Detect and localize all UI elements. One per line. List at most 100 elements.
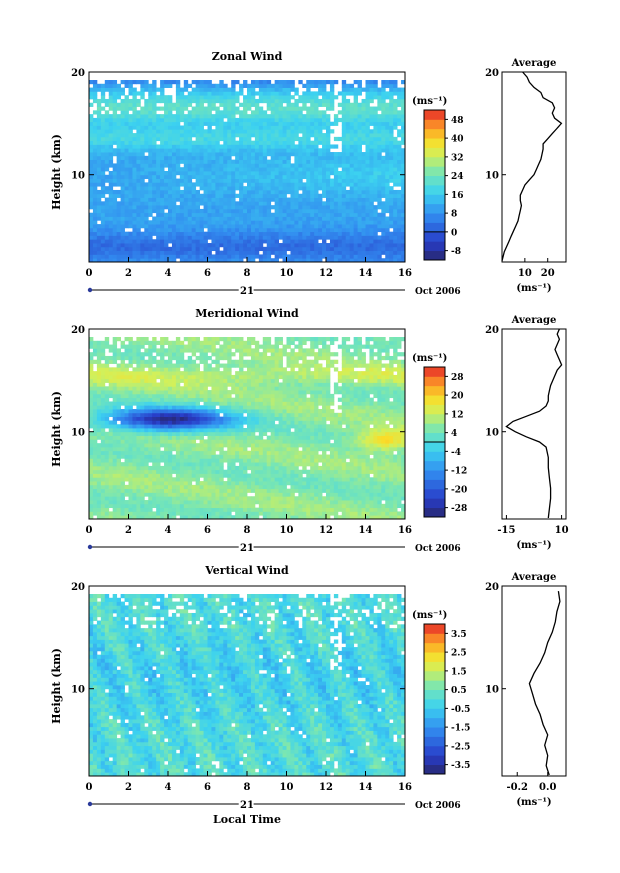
heatmap-cell	[160, 382, 165, 387]
heatmap-cell	[223, 174, 228, 179]
heatmap-cell	[215, 231, 220, 236]
heatmap-cell	[365, 193, 370, 198]
heatmap-cell	[290, 178, 295, 183]
heatmap-cell	[219, 258, 224, 263]
heatmap-cell	[96, 397, 102, 402]
heatmap-cell	[89, 446, 94, 452]
heatmap-cell	[152, 477, 157, 482]
heatmap-cell	[160, 159, 165, 164]
heatmap-cell	[199, 148, 204, 153]
heatmap-cell	[148, 473, 153, 478]
heatmap-cell	[262, 193, 268, 198]
heatmap-cell	[168, 83, 173, 88]
heatmap-cell	[144, 208, 149, 214]
heatmap-cell	[171, 114, 177, 119]
heatmap-cell	[270, 174, 276, 179]
heatmap-cell	[389, 106, 394, 111]
heatmap-cell	[124, 250, 129, 255]
heatmap-cell	[171, 163, 177, 168]
heatmap-cell	[254, 102, 260, 107]
heatmap-cell	[290, 140, 295, 145]
heatmap-cell	[290, 167, 295, 172]
heatmap-cell	[318, 250, 323, 255]
heatmap-cell	[187, 367, 193, 372]
heatmap-cell	[144, 443, 149, 448]
heatmap-cell	[175, 409, 181, 414]
heatmap-cell	[353, 114, 358, 119]
heatmap-cell	[219, 231, 224, 236]
heatmap-cell	[104, 227, 110, 233]
heatmap-cell	[164, 235, 169, 240]
heatmap-cell	[349, 133, 355, 138]
heatmap-cell	[136, 420, 141, 425]
heatmap-cell	[191, 182, 197, 187]
heatmap-cell	[136, 193, 141, 198]
heatmap-cell	[195, 114, 200, 119]
heatmap-cell	[278, 159, 283, 164]
heatmap-cell	[373, 121, 378, 126]
heatmap-cell	[203, 386, 208, 391]
heatmap-cell	[179, 197, 185, 202]
heatmap-cell	[132, 212, 137, 217]
heatmap-cell	[306, 227, 311, 233]
heatmap-cell	[302, 246, 307, 252]
heatmap-cell	[160, 106, 165, 111]
heatmap-cell	[183, 114, 189, 119]
heatmap-cell	[156, 348, 161, 353]
heatmap-cell	[227, 152, 232, 157]
heatmap-cell	[290, 246, 295, 252]
heatmap-cell	[211, 258, 216, 263]
heatmap-cell	[136, 371, 141, 376]
heatmap-cell	[195, 136, 200, 142]
heatmap-cell	[282, 159, 287, 164]
heatmap-cell	[171, 152, 177, 157]
heatmap-cell	[199, 371, 204, 376]
heatmap-cell	[175, 397, 181, 402]
heatmap-cell	[326, 117, 331, 123]
heatmap-cell	[203, 178, 208, 183]
heatmap-cell	[401, 201, 406, 206]
heatmap-cell	[160, 152, 165, 157]
heatmap-cell	[302, 167, 307, 172]
heatmap-cell	[187, 363, 193, 368]
heatmap-cell	[179, 500, 185, 505]
heatmap-cell	[306, 239, 311, 244]
heatmap-cell	[393, 80, 398, 85]
heatmap-cell	[341, 95, 347, 100]
heatmap-cell	[136, 367, 141, 372]
heatmap-cell	[314, 140, 319, 145]
heatmap-cell	[112, 136, 118, 142]
heatmap-cell	[294, 152, 299, 157]
heatmap-cell	[187, 216, 193, 221]
heatmap-cell	[175, 401, 181, 406]
heatmap-cell	[136, 500, 141, 505]
heatmap-cell	[179, 348, 185, 353]
heatmap-cell	[179, 439, 185, 444]
heatmap-cell	[361, 106, 366, 111]
heatmap-cell	[89, 220, 94, 225]
heatmap-cell	[89, 133, 94, 138]
heatmap-cell	[314, 174, 319, 179]
heatmap-cell	[96, 382, 102, 387]
heatmap-cell	[223, 125, 228, 130]
heatmap-cell	[96, 163, 102, 168]
heatmap-cell	[333, 167, 339, 172]
heatmap-cell	[258, 189, 264, 195]
heatmap-cell	[108, 412, 114, 418]
heatmap-cell	[377, 182, 382, 187]
heatmap-cell	[215, 171, 220, 176]
heatmap-cell	[199, 431, 204, 436]
heatmap-cell	[302, 227, 307, 233]
heatmap-cell	[164, 340, 169, 345]
heatmap-cell	[258, 212, 264, 217]
heatmap-cell	[203, 114, 208, 119]
heatmap-cell	[183, 117, 189, 123]
heatmap-cell	[219, 148, 224, 153]
heatmap-cell	[322, 224, 327, 229]
heatmap-cell	[353, 205, 358, 210]
heatmap-cell	[270, 246, 276, 252]
heatmap-cell	[318, 208, 323, 214]
heatmap-cell	[120, 182, 125, 187]
heatmap-cell	[116, 481, 121, 486]
heatmap-cell	[199, 246, 204, 252]
